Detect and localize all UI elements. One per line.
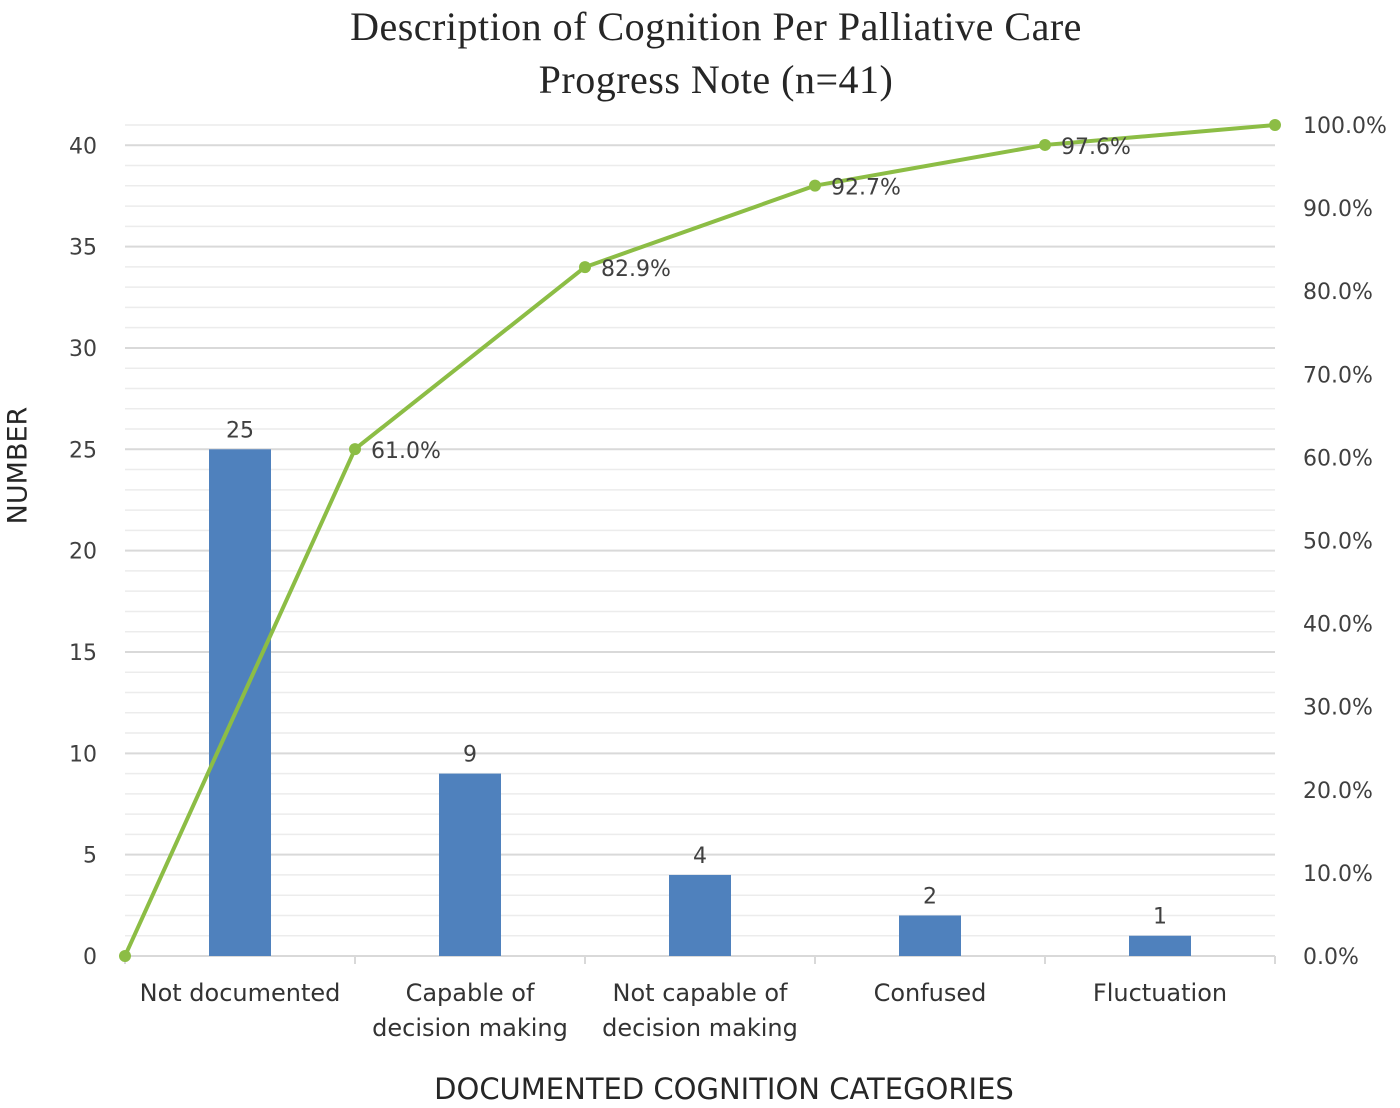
category-label: Not documented [140,979,341,1007]
y-tick-label: 25 [69,438,97,463]
bar [1129,935,1191,956]
y-tick-label: 5 [83,844,97,869]
y-tick-label: 15 [69,641,97,666]
bar-data-label: 2 [923,884,937,909]
cumulative-point [119,950,131,962]
cumulative-point [349,443,361,456]
cumulative-point [1039,138,1051,151]
y2-tick-label: 70.0% [1303,363,1373,388]
category-label: decision making [602,1014,798,1042]
cumulative-data-label: 92.7% [831,176,901,201]
cumulative-data-label: 61.0% [371,439,441,464]
cumulative-data-label: 97.6% [1061,135,1131,160]
y2-tick-label: 60.0% [1303,446,1373,471]
bar [439,773,501,956]
y-tick-label: 30 [69,337,97,362]
y-tick-label: 0 [83,945,97,970]
y2-tick-label: 10.0% [1303,862,1373,887]
bar-data-label: 9 [463,743,477,768]
y2-tick-label: 80.0% [1303,280,1373,305]
cumulative-line [123,123,1276,957]
x-axis-label: DOCUMENTED COGNITION CATEGORIES [434,1072,1014,1106]
category-label: Not capable of [613,979,789,1007]
bar-data-label: 25 [226,418,254,443]
y2-tick-label: 0.0% [1303,945,1359,970]
y2-tick-label: 90.0% [1303,197,1373,222]
bar-data-label: 4 [693,844,707,869]
y-tick-label: 10 [69,742,97,767]
cumulative-data-label: 82.9% [601,257,671,282]
bar-data-label: 1 [1153,905,1167,930]
chart-title-line-2: Progress Note (n=41) [538,57,894,102]
y-tick-label: 40 [69,134,97,159]
y2-tick-label: 20.0% [1303,779,1373,804]
chart-title: Description of Cognition Per Palliative … [0,0,1400,106]
y-tick-label: 20 [69,540,97,565]
y2-tick-label: 50.0% [1303,530,1373,555]
bar [669,874,731,956]
chart-title-line-1: Description of Cognition Per Palliative … [350,4,1082,49]
category-label: Capable of [406,979,535,1007]
cumulative-point [579,261,591,274]
y2-tick-label: 100.0% [1303,114,1387,139]
bar [899,915,961,956]
category-label: decision making [372,1014,568,1042]
y-tick-label: 35 [69,236,97,261]
cumulative-point [809,179,821,192]
y2-tick-label: 40.0% [1303,613,1373,638]
cumulative-point [1269,119,1281,131]
category-label: Fluctuation [1093,979,1227,1007]
y2-tick-label: 30.0% [1303,696,1373,721]
category-label: Confused [874,979,987,1007]
